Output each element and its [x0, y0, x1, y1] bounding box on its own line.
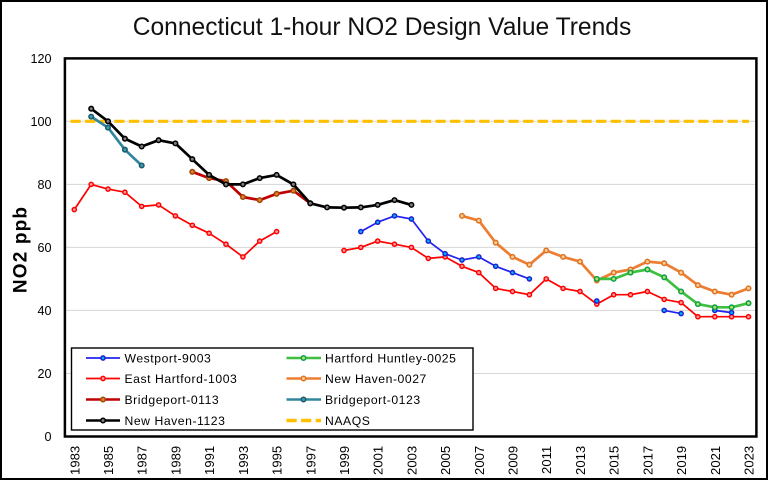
svg-text:40: 40 [37, 304, 51, 318]
svg-text:Connecticut 1-hour NO2 Design: Connecticut 1-hour NO2 Design Value Tren… [133, 14, 632, 41]
svg-text:New Haven-1123: New Haven-1123 [125, 414, 226, 428]
svg-text:1989: 1989 [168, 446, 183, 475]
svg-text:2005: 2005 [438, 446, 453, 475]
svg-text:Bridgeport-0123: Bridgeport-0123 [325, 393, 421, 407]
svg-text:Bridgeport-0113: Bridgeport-0113 [125, 393, 220, 407]
svg-text:20: 20 [37, 367, 51, 381]
svg-text:New Haven-0027: New Haven-0027 [325, 372, 427, 386]
svg-text:2009: 2009 [506, 446, 521, 475]
svg-text:NO2 ppb: NO2 ppb [11, 206, 32, 293]
svg-text:2007: 2007 [472, 446, 487, 475]
svg-text:2023: 2023 [742, 446, 757, 475]
svg-text:2011: 2011 [539, 446, 554, 474]
svg-text:1999: 1999 [337, 446, 352, 475]
svg-text:1983: 1983 [67, 446, 82, 475]
svg-text:2001: 2001 [371, 446, 386, 475]
svg-text:60: 60 [37, 241, 51, 255]
svg-text:1991: 1991 [202, 446, 217, 475]
svg-text:2003: 2003 [404, 446, 419, 475]
svg-text:NAAQS: NAAQS [325, 414, 370, 428]
svg-text:East Hartford-1003: East Hartford-1003 [125, 372, 238, 386]
svg-text:1993: 1993 [236, 446, 251, 475]
svg-text:120: 120 [30, 52, 51, 66]
svg-text:Hartford Huntley-0025: Hartford Huntley-0025 [325, 352, 456, 366]
svg-text:100: 100 [30, 115, 51, 129]
svg-text:2021: 2021 [708, 446, 723, 475]
svg-text:Westport-9003: Westport-9003 [125, 352, 212, 366]
svg-text:2015: 2015 [607, 446, 622, 475]
svg-text:2019: 2019 [674, 446, 689, 475]
svg-text:1995: 1995 [270, 446, 285, 475]
svg-text:80: 80 [37, 178, 51, 192]
svg-text:2017: 2017 [640, 446, 655, 475]
svg-text:2013: 2013 [573, 446, 588, 475]
svg-text:1997: 1997 [303, 446, 318, 475]
svg-text:0: 0 [44, 430, 51, 444]
svg-text:1987: 1987 [135, 446, 150, 475]
svg-text:1985: 1985 [101, 446, 116, 475]
